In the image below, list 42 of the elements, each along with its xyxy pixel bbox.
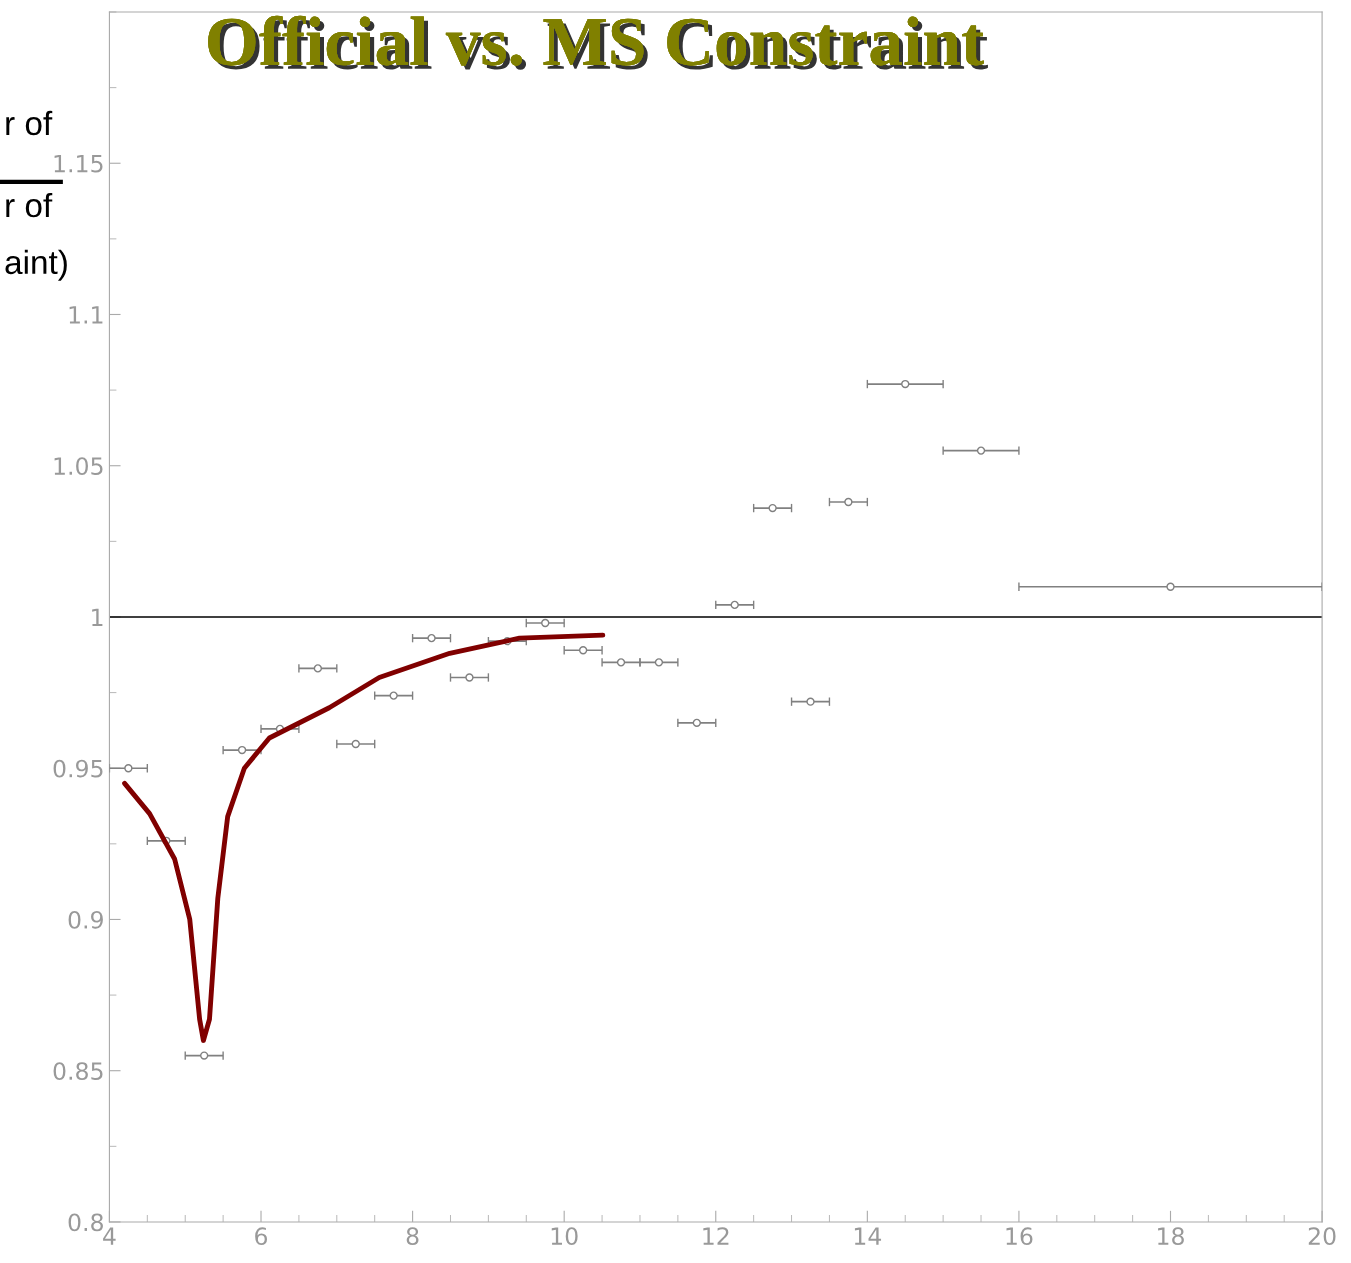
- x-tick-label: 10: [551, 1227, 578, 1246]
- point: [200, 1051, 209, 1060]
- y-tick-label: 0.8: [68, 1213, 103, 1232]
- x-tick-label: 4: [103, 1227, 116, 1245]
- text: r of: [6, 192, 53, 218]
- point: [976, 446, 986, 455]
- x-tick-label: 16: [1006, 1227, 1033, 1246]
- point: [806, 697, 815, 706]
- point: [844, 497, 853, 507]
- point: [616, 658, 626, 667]
- y-tick-label: 0.95: [53, 759, 103, 778]
- y-tick-label: 1: [92, 608, 103, 626]
- point: [1166, 582, 1175, 591]
- point: [351, 739, 360, 749]
- point: [237, 745, 247, 755]
- y-tick-label: 0.9: [68, 910, 103, 929]
- x-tick-label: 12: [703, 1227, 729, 1245]
- y-tick-label: 1.05: [54, 457, 103, 476]
- x-tick-label: 18: [1158, 1227, 1184, 1246]
- x-tick-label: 14: [854, 1227, 882, 1245]
- y-tick-label: 1.15: [54, 155, 103, 173]
- point: [901, 379, 910, 389]
- line-series: [122, 632, 606, 1043]
- point: [654, 658, 664, 667]
- point: [692, 718, 701, 728]
- chart-title: Official vs. MS Constraint: [208, 15, 988, 70]
- x-tick-label: 6: [255, 1227, 268, 1246]
- point: [389, 691, 398, 700]
- text: r of: [6, 110, 53, 136]
- x-tick-label: 20: [1308, 1227, 1336, 1246]
- point: [124, 764, 133, 773]
- x-tick-label: 8: [406, 1227, 419, 1246]
- text: aint): [5, 249, 67, 281]
- y-tick-label: 0.85: [53, 1062, 103, 1081]
- point: [730, 600, 739, 610]
- point: [313, 664, 323, 673]
- point: [427, 633, 436, 643]
- point: [465, 673, 474, 682]
- point: [541, 618, 550, 628]
- point: [578, 646, 588, 655]
- y-tick-label: 1.1: [69, 306, 103, 324]
- point: [768, 503, 777, 513]
